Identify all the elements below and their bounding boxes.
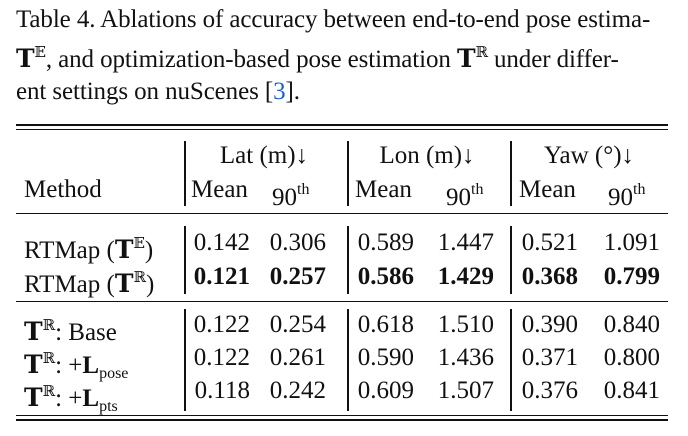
caption-symbol-tr: T xyxy=(456,44,476,73)
cell-yaw-90: 0.841 xyxy=(603,377,660,404)
bottom-rule-thin xyxy=(16,415,668,416)
subheader-lat-90: 90th xyxy=(272,181,310,211)
row-method: Tℝ: +Lpts xyxy=(24,382,118,415)
cell-lat-90: 0.254 xyxy=(269,311,326,338)
caption-text-settings: ent settings on nuScenes [ xyxy=(16,78,274,105)
subheader-lat-mean: Mean xyxy=(191,176,248,203)
vline-s2-3 xyxy=(510,309,512,411)
row-method: RTMap (T𝔼) xyxy=(24,234,154,264)
vline-s2-2 xyxy=(347,309,349,411)
cell-lat-mean: 0.118 xyxy=(194,377,250,404)
cell-yaw-90: 0.799 xyxy=(603,263,660,290)
caption-line-1: Table 4. Ablations of accuracy between e… xyxy=(16,6,651,33)
cell-lat-mean: 0.121 xyxy=(193,263,250,290)
cell-lon-90: 1.429 xyxy=(437,263,494,290)
header-lat: Lat (m)↓ xyxy=(219,142,309,169)
bottom-rule xyxy=(16,419,668,421)
caption-line-3: ent settings on nuScenes [3]. xyxy=(16,76,676,108)
cell-lon-mean: 0.589 xyxy=(357,229,414,256)
subheader-lon-90: 90th xyxy=(446,181,484,211)
row-method: Tℝ: +Lpose xyxy=(24,349,129,382)
caption-sup-r: ℝ xyxy=(475,43,488,61)
cell-lat-90: 0.261 xyxy=(269,344,326,371)
vline-header-2 xyxy=(347,141,349,206)
cell-lon-mean: 0.609 xyxy=(357,377,414,404)
cell-lat-90: 0.242 xyxy=(269,377,326,404)
header-lon: Lon (m)↓ xyxy=(379,142,475,169)
cell-lon-mean: 0.618 xyxy=(357,311,414,338)
top-rule xyxy=(16,124,668,126)
caption-line-2: T𝔼, and optimization-based pose estimati… xyxy=(16,36,676,76)
header-rule xyxy=(16,213,668,214)
row-method: RTMap (Tℝ) xyxy=(24,268,155,298)
vline-s2-1 xyxy=(184,309,186,411)
vline-s1-2 xyxy=(347,226,349,294)
cell-lon-90: 1.447 xyxy=(437,229,494,256)
cell-lon-90: 1.510 xyxy=(437,311,494,338)
header-method: Method xyxy=(24,176,102,203)
caption-text-end: under differ- xyxy=(487,46,619,73)
caption-symbol-te: T xyxy=(16,44,35,73)
top-rule-thin xyxy=(16,129,668,130)
subheader-yaw-mean: Mean xyxy=(519,176,576,203)
citation-link[interactable]: 3 xyxy=(273,78,286,105)
cell-yaw-mean: 0.368 xyxy=(521,263,578,290)
cell-yaw-90: 0.840 xyxy=(603,311,660,338)
cell-lat-mean: 0.122 xyxy=(193,344,250,371)
subheader-yaw-90: 90th xyxy=(608,181,646,211)
cell-lon-mean: 0.586 xyxy=(357,263,414,290)
cell-yaw-mean: 0.521 xyxy=(521,229,578,256)
caption-text-mid: , and optimization-based pose estimation xyxy=(45,46,457,73)
cell-yaw-mean: 0.376 xyxy=(521,377,578,404)
cell-yaw-90: 0.800 xyxy=(603,344,660,371)
cell-lat-mean: 0.122 xyxy=(193,311,250,338)
caption-text-close: ]. xyxy=(285,78,300,105)
cell-yaw-90: 1.091 xyxy=(603,229,660,256)
cell-lat-90: 0.257 xyxy=(269,263,326,290)
vline-header-1 xyxy=(184,141,186,206)
table-caption: Table 4. Ablations of accuracy between e… xyxy=(16,4,676,108)
cell-lon-mean: 0.590 xyxy=(357,344,414,371)
cell-lon-90: 1.507 xyxy=(437,377,494,404)
caption-sup-e: 𝔼 xyxy=(34,43,46,61)
subheader-lon-mean: Mean xyxy=(355,176,412,203)
header-yaw: Yaw (°)↓ xyxy=(543,142,635,169)
vline-header-3 xyxy=(510,141,512,206)
cell-yaw-mean: 0.371 xyxy=(521,344,578,371)
cell-yaw-mean: 0.390 xyxy=(521,311,578,338)
vline-s1-3 xyxy=(510,226,512,294)
vline-s1-1 xyxy=(184,226,186,294)
cell-lat-mean: 0.142 xyxy=(193,229,250,256)
row-method: Tℝ: Base xyxy=(24,316,117,346)
cell-lat-90: 0.306 xyxy=(269,229,326,256)
cell-lon-90: 1.436 xyxy=(437,344,494,371)
section-rule xyxy=(16,301,668,302)
